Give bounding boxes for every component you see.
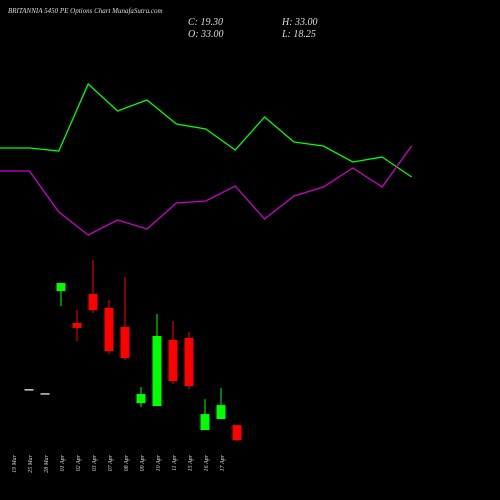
candle-body (40, 393, 50, 395)
indicator-line (0, 82, 412, 178)
x-tick-label: 15 Apr (188, 454, 194, 471)
x-tick-label: 09 Apr (140, 454, 146, 471)
indicator-line (0, 145, 413, 236)
candle-body (200, 414, 210, 431)
candle-body (24, 389, 34, 391)
x-tick-label: 11 Apr (172, 454, 178, 471)
x-tick-label: 10 Apr (156, 454, 162, 471)
x-tick-label: 01 Apr (60, 454, 66, 471)
candle-body (72, 323, 82, 328)
high-label: H: 33.00 (281, 17, 318, 28)
chart-title: BRITANNIA 5450 PE Options Chart MunafaSu… (8, 7, 163, 15)
candle-body (152, 336, 162, 407)
candle-body (216, 405, 226, 420)
candle-body (120, 326, 130, 359)
candle-body (88, 293, 98, 311)
x-tick-label: 16 Apr (204, 454, 210, 471)
close-label: C: 19.30 (188, 17, 223, 28)
x-tick-label: 07 Apr (108, 454, 114, 471)
candle-body (184, 337, 194, 387)
x-tick-label: 28 Mar (44, 454, 50, 472)
x-tick-label: 17 Apr (220, 454, 226, 471)
open-label: O: 33.00 (188, 29, 224, 40)
low-label: L: 18.25 (281, 29, 316, 40)
x-tick-label: 08 Apr (124, 454, 130, 471)
candle-body (168, 339, 178, 382)
x-tick-label: 25 Mar (28, 454, 34, 472)
x-tick-label: 02 Apr (76, 454, 82, 471)
candle-body (232, 425, 242, 441)
x-tick-label: 03 Apr (92, 454, 98, 471)
candle-body (104, 307, 114, 351)
candle-body (56, 283, 66, 291)
x-tick-label: 19 Mar (12, 454, 18, 472)
candle-body (136, 394, 146, 404)
